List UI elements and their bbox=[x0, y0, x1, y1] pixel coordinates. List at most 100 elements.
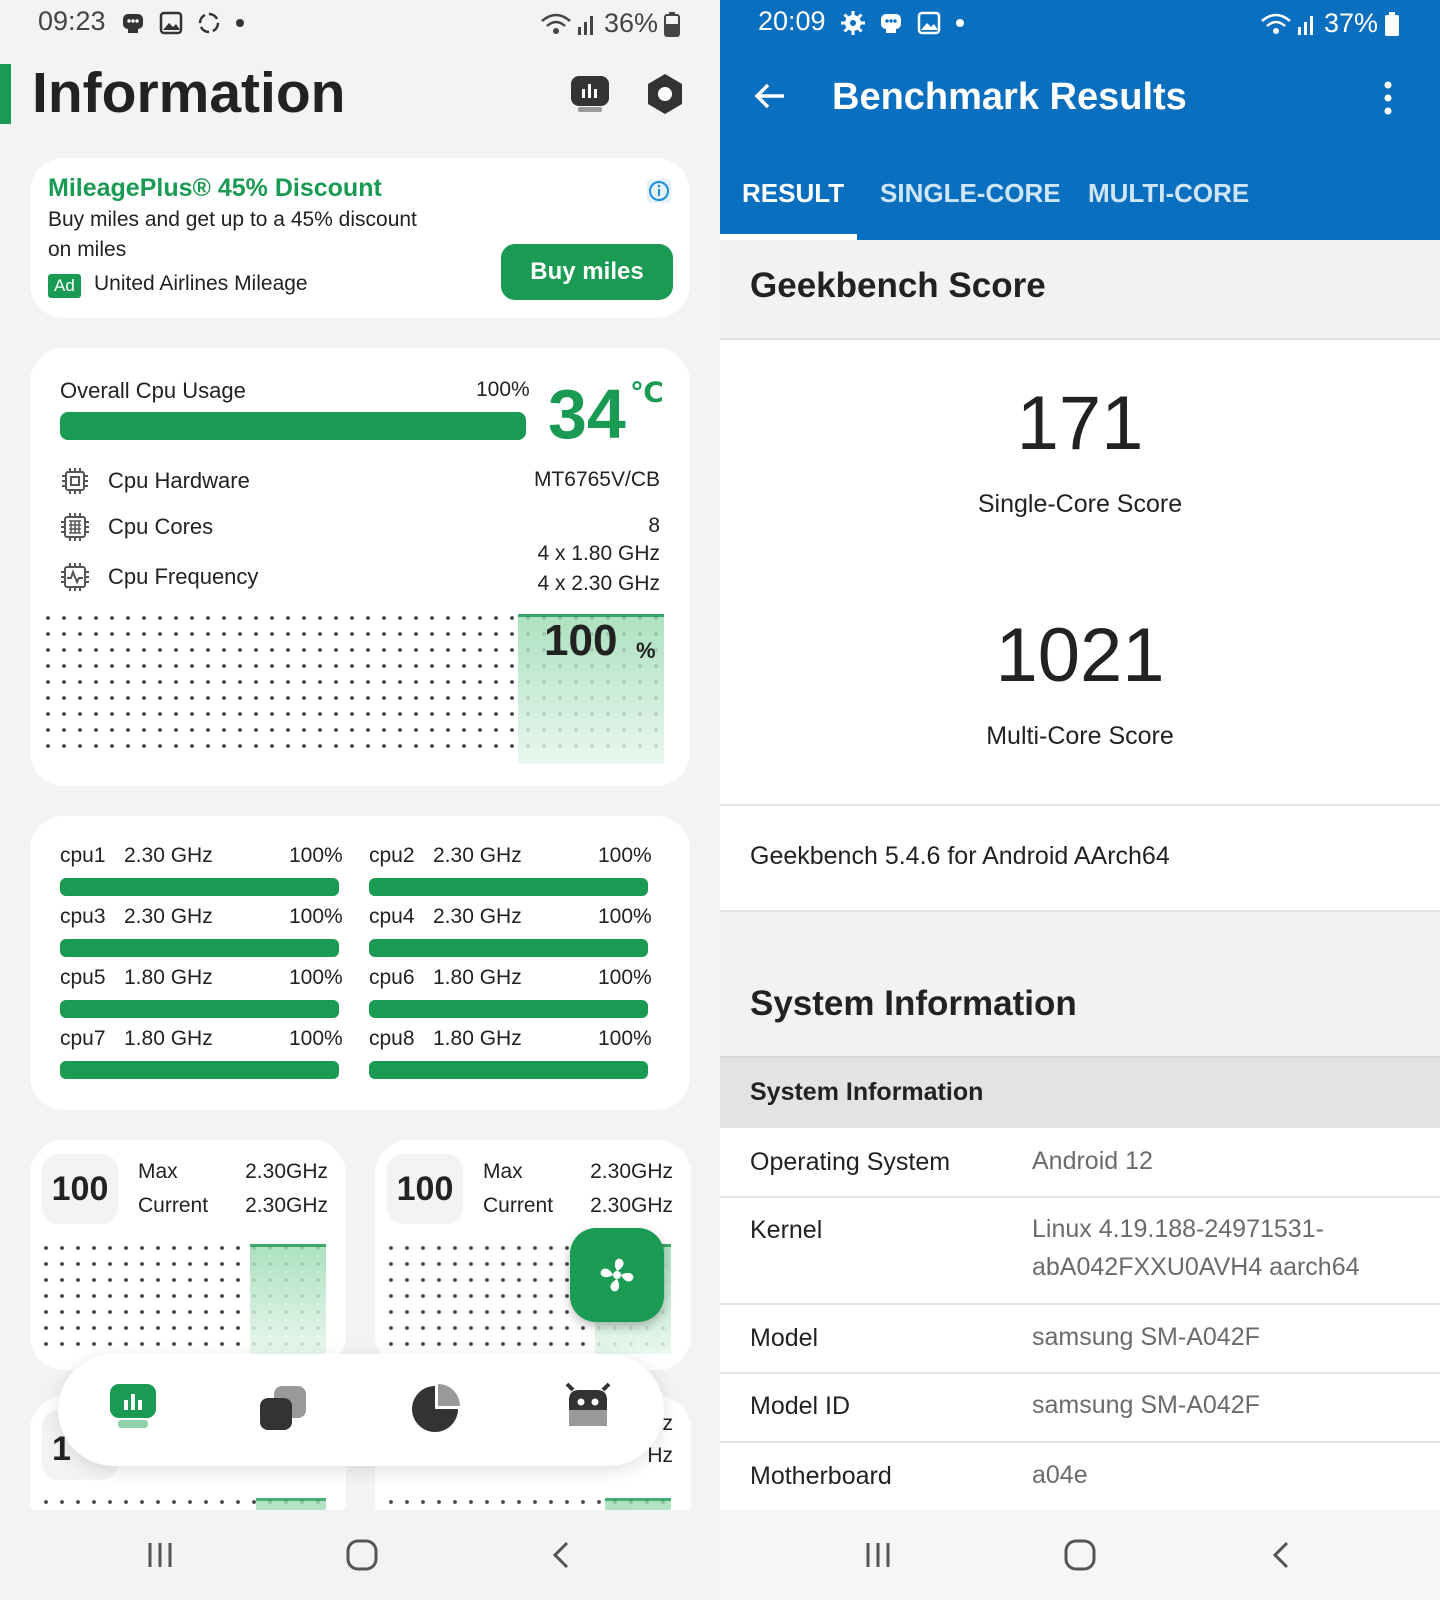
battery-icon bbox=[1385, 11, 1400, 36]
recents-button[interactable] bbox=[838, 1510, 918, 1600]
cpu-cores-card: cpu1 2.30 GHz 100% cpu2 2.30 GHz 100% cpu3 2.30… bbox=[30, 816, 690, 1110]
settings-icon bbox=[648, 74, 682, 114]
core-percent: 100% bbox=[289, 1027, 343, 1050]
android-icon bbox=[565, 1382, 611, 1426]
core-bar-fill bbox=[369, 878, 648, 896]
ad-info-icon[interactable] bbox=[646, 178, 672, 209]
cooler-fab[interactable] bbox=[570, 1228, 664, 1322]
core-frequency: 1.80 GHz bbox=[124, 966, 213, 989]
divider bbox=[720, 910, 1440, 912]
stats-button[interactable] bbox=[570, 74, 610, 119]
core-bar-fill bbox=[60, 1000, 339, 1018]
core-bar-track bbox=[60, 939, 339, 957]
core-name: cpu3 bbox=[60, 905, 106, 928]
core-mini-current: 2.30GHz bbox=[245, 1194, 328, 1217]
cpu-cores-value: 8 bbox=[648, 514, 660, 537]
app-header bbox=[720, 0, 1440, 240]
nav-dashboard[interactable] bbox=[108, 1382, 158, 1437]
recents-button[interactable] bbox=[120, 1510, 200, 1600]
title-accent bbox=[0, 64, 11, 124]
cpu-frequency-value-2: 4 x 2.30 GHz bbox=[537, 572, 660, 595]
wifi-signal-icon bbox=[1261, 13, 1313, 35]
back-icon bbox=[1272, 1541, 1289, 1569]
more-vert-icon bbox=[1384, 81, 1392, 115]
core-mini-max: 2.30GHz bbox=[245, 1160, 328, 1183]
status-icons bbox=[120, 10, 246, 36]
core-bar-fill bbox=[369, 1000, 648, 1018]
buy-miles-button[interactable]: Buy miles bbox=[501, 244, 673, 300]
back-icon bbox=[552, 1541, 569, 1569]
core-frequency: 1.80 GHz bbox=[124, 1027, 213, 1050]
core-percent: 100% bbox=[598, 1027, 652, 1050]
core-name: cpu4 bbox=[369, 905, 415, 928]
motherboard-label: Motherboard bbox=[750, 1462, 892, 1490]
status-time: 20:09 bbox=[758, 6, 826, 36]
ad-title[interactable]: MileagePlus® 45% Discount bbox=[48, 174, 382, 202]
back-button[interactable] bbox=[1242, 1510, 1322, 1600]
multi-core-label: Multi-Core Score bbox=[986, 722, 1174, 750]
divider bbox=[720, 1441, 1440, 1443]
ad-badge: Ad bbox=[48, 274, 81, 298]
kernel-value-line2: abA042FXXU0AVH4 aarch64 bbox=[1032, 1253, 1360, 1281]
core-mini-max-label: Max bbox=[138, 1160, 178, 1183]
core-bar-fill bbox=[369, 1061, 648, 1079]
back-arrow-button[interactable] bbox=[750, 76, 790, 121]
apps-icon bbox=[260, 1386, 306, 1430]
ad-card[interactable]: MileagePlus® 45% Discount Buy miles and … bbox=[30, 158, 690, 318]
core-mini-value: 100 bbox=[387, 1154, 463, 1224]
model-value: samsung SM-A042F bbox=[1032, 1323, 1260, 1351]
core-percent: 100% bbox=[598, 905, 652, 928]
core-percent: 100% bbox=[289, 844, 343, 867]
cpu-usage-card: Overall Cpu Usage 100% 34 ℃ Cpu Hardware… bbox=[30, 348, 690, 786]
core-mini-current-label: Current bbox=[483, 1194, 554, 1217]
home-icon bbox=[346, 1539, 378, 1571]
dot-icon bbox=[956, 19, 964, 27]
core-mini-partial-1: z bbox=[662, 1412, 674, 1435]
tab-multi-core[interactable]: MULTI-CORE bbox=[1088, 178, 1250, 208]
stats-icon bbox=[571, 76, 609, 112]
core-bar-track bbox=[60, 878, 339, 896]
system-nav-bar bbox=[0, 1510, 720, 1600]
system-info-header-bg bbox=[720, 912, 1440, 1058]
nav-apps[interactable] bbox=[258, 1384, 308, 1439]
divider bbox=[720, 1056, 1440, 1058]
system-info-subheader bbox=[720, 1058, 1440, 1128]
overall-cpu-label: Overall Cpu Usage bbox=[60, 378, 246, 403]
battery-icon bbox=[664, 11, 681, 37]
dashboard-icon bbox=[110, 1384, 156, 1428]
home-icon bbox=[1064, 1539, 1096, 1571]
cpu-frequency-value-1: 4 x 1.80 GHz bbox=[537, 542, 660, 565]
core-bar-track bbox=[369, 939, 648, 957]
nav-storage[interactable] bbox=[410, 1384, 460, 1439]
divider bbox=[720, 338, 1440, 340]
ad-body-line1: Buy miles and get up to a 45% discount bbox=[48, 208, 417, 231]
sync-icon bbox=[198, 12, 220, 34]
core-bar-track bbox=[60, 1000, 339, 1018]
settings-button[interactable] bbox=[645, 72, 685, 121]
back-button[interactable] bbox=[522, 1510, 602, 1600]
multi-core-score: 1021 bbox=[995, 613, 1165, 698]
core-name: cpu5 bbox=[60, 966, 106, 989]
graph-percent-unit: % bbox=[636, 638, 656, 663]
divider bbox=[720, 1372, 1440, 1374]
core-bar-track bbox=[369, 1000, 648, 1018]
nav-device[interactable] bbox=[563, 1382, 613, 1437]
home-button[interactable] bbox=[1040, 1510, 1120, 1600]
system-nav-bar bbox=[720, 1510, 1440, 1600]
overall-cpu-fill bbox=[60, 412, 526, 440]
chat-icon bbox=[881, 14, 901, 33]
os-label: Operating System bbox=[750, 1148, 951, 1176]
tab-single-core[interactable]: SINGLE-CORE bbox=[880, 178, 1061, 208]
core-name: cpu2 bbox=[369, 844, 415, 867]
core-bar-track bbox=[369, 1061, 648, 1079]
overflow-menu-button[interactable] bbox=[1380, 80, 1396, 121]
settings-gear-icon bbox=[841, 11, 865, 35]
tab-result[interactable]: RESULT bbox=[742, 178, 845, 208]
graph-percent: 100 bbox=[544, 616, 618, 665]
system-info-subheading: System Information bbox=[750, 1078, 984, 1106]
core-name: cpu6 bbox=[369, 966, 415, 989]
core-percent: 100% bbox=[598, 844, 652, 867]
home-button[interactable] bbox=[322, 1510, 402, 1600]
core-frequency: 2.30 GHz bbox=[433, 844, 522, 867]
core-percent: 100% bbox=[289, 905, 343, 928]
